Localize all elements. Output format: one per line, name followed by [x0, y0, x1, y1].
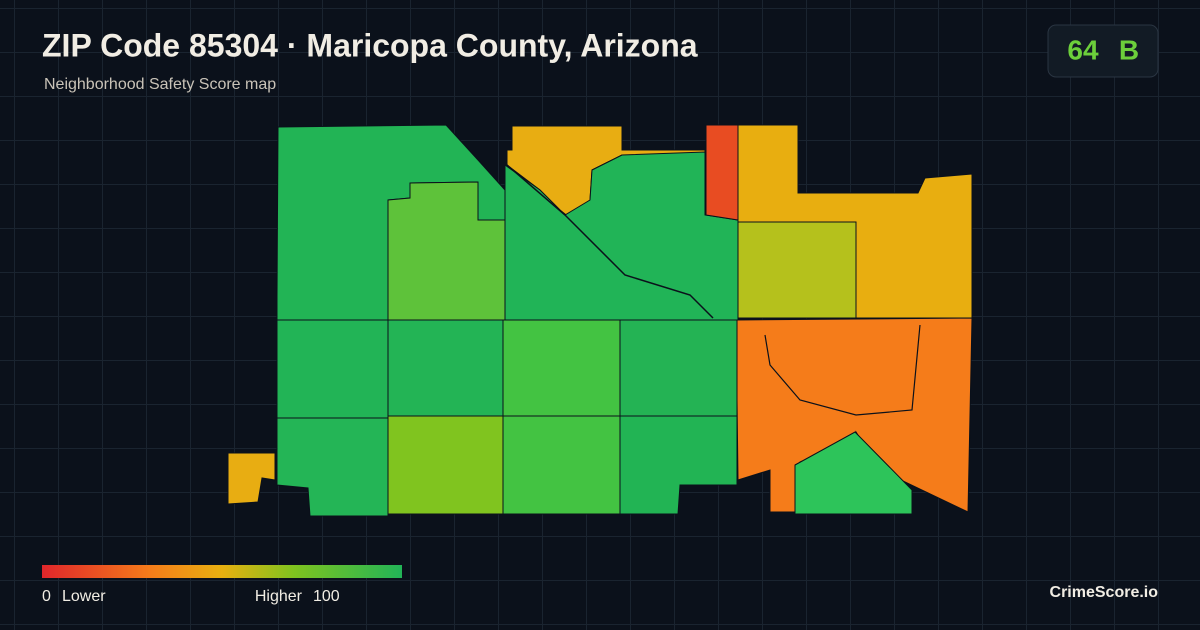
title: ZIP Code 85304 · Maricopa County, Arizon…	[42, 27, 698, 63]
boundary	[764, 324, 921, 416]
zip-map	[227, 124, 973, 517]
region	[502, 319, 621, 417]
region	[387, 319, 504, 417]
grade: B	[1119, 34, 1139, 65]
region	[387, 415, 504, 515]
boundary	[506, 164, 714, 319]
region	[737, 221, 857, 319]
legend-max: 100	[313, 588, 340, 605]
region	[619, 319, 738, 417]
region	[276, 417, 389, 517]
score-badge	[1047, 24, 1159, 78]
region	[705, 124, 739, 221]
region	[794, 431, 913, 515]
region	[502, 415, 621, 515]
legend-gradient	[42, 565, 402, 578]
region	[227, 452, 276, 505]
score: 64	[1067, 34, 1099, 65]
legend-max-label: Higher	[255, 588, 303, 605]
legend-min: 0	[42, 588, 51, 605]
region	[276, 319, 389, 419]
brand: CrimeScore.io	[1050, 584, 1159, 601]
legend-min-label: Lower	[62, 588, 106, 605]
subtitle: Neighborhood Safety Score map	[44, 76, 276, 93]
region	[619, 415, 738, 515]
